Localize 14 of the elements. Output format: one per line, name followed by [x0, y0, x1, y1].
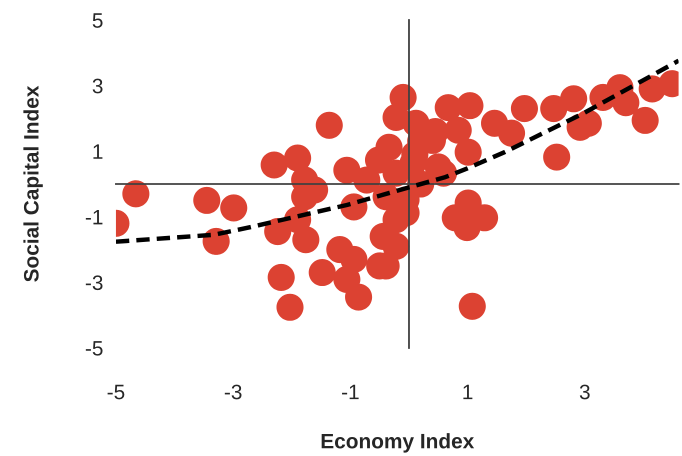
x-tick-label: -1	[342, 384, 359, 400]
y-tick-label: -3	[86, 275, 103, 290]
x-tick-label: -3	[224, 384, 242, 400]
y-tick-label: 5	[92, 13, 103, 28]
y-tick-label: -5	[86, 341, 103, 356]
y-axis-title: Social Capital Index	[23, 86, 43, 282]
y-tick-label: 3	[92, 78, 103, 94]
x-tick-label: 1	[463, 384, 472, 400]
x-tick-label: -5	[108, 384, 124, 400]
y-tick-label: 1	[93, 144, 102, 159]
x-tick-label: 3	[580, 384, 590, 400]
y-tick-label: -1	[86, 210, 102, 224]
line-series	[116, 58, 679, 244]
x-axis-title: Economy Index	[322, 433, 474, 453]
